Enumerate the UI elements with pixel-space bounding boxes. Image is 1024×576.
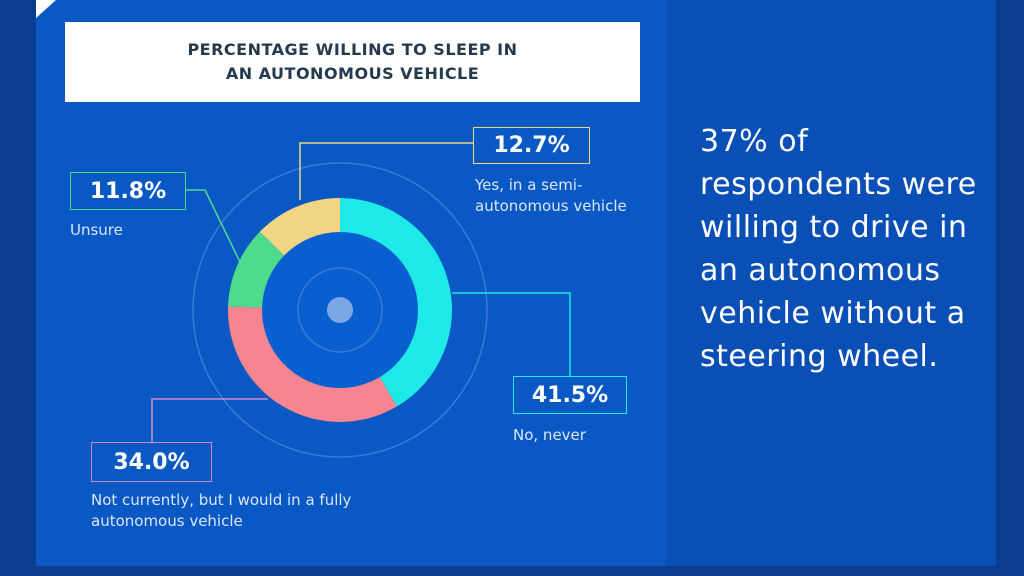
donut-slice-3 [259,198,340,256]
connector-unsure [186,189,241,263]
donut-slice-1 [228,306,398,422]
value-label-never: 41.5% [513,376,627,414]
value-label-unsure: 11.8% [70,172,186,210]
connector-fully [151,398,268,442]
value-label-fully: 34.0% [91,442,212,482]
corner-decoration [36,0,56,18]
outer-ring [192,162,488,458]
inner-ring [297,267,383,353]
center-dot [327,297,353,323]
value-label-semi: 12.7% [473,127,590,164]
connector-never [452,292,571,376]
side-statement: 37% of respondents were willing to drive… [700,124,977,374]
side-panel [666,0,996,566]
connector-semi [299,142,473,200]
category-label-never: No, never [513,426,586,444]
chart-title-box: PERCENTAGE WILLING TO SLEEP IN AN AUTONO… [65,22,640,102]
category-label-unsure: Unsure [70,221,123,239]
chart-title: PERCENTAGE WILLING TO SLEEP IN AN AUTONO… [187,40,518,83]
category-label-fully: Not currently, but I would in a fully au… [91,491,352,530]
category-label-semi: Yes, in a semi-autonomous vehicle [475,176,627,215]
donut-slice-2 [228,231,285,308]
donut-slice-0 [340,198,453,407]
